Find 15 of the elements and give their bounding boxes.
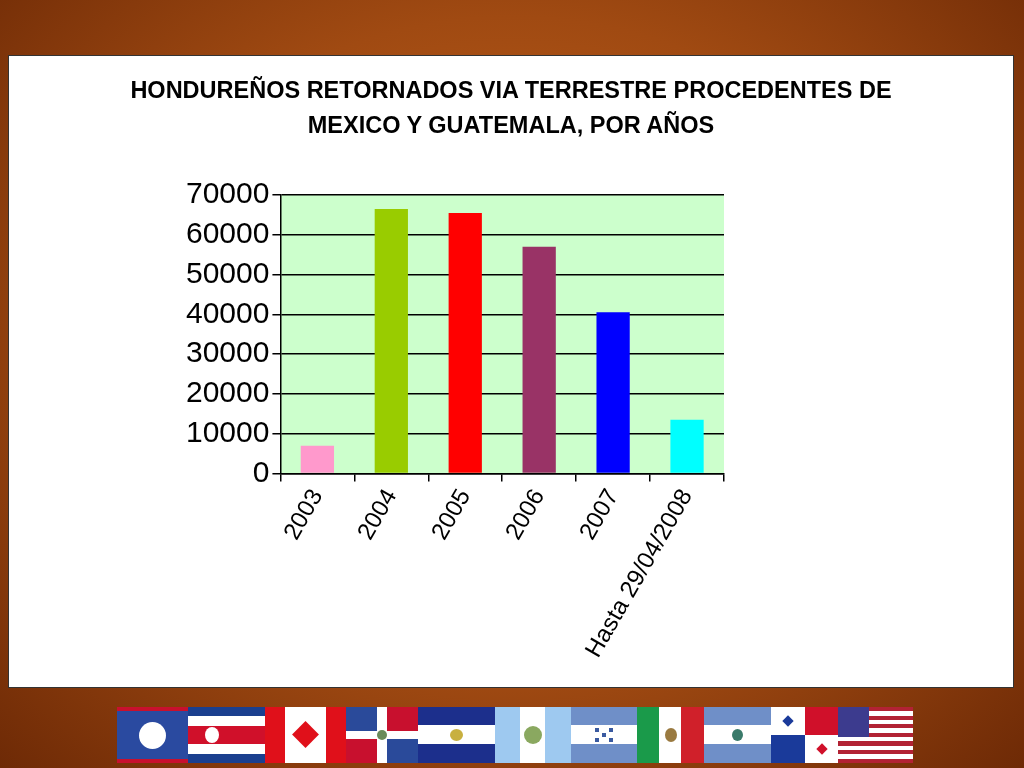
bar bbox=[300, 445, 335, 473]
y-tick-label: 60000 bbox=[185, 216, 270, 250]
bar bbox=[596, 312, 630, 473]
y-tick-label: 10000 bbox=[185, 414, 270, 448]
y-tick-label: 50000 bbox=[185, 255, 270, 289]
y-tick-label: 20000 bbox=[185, 375, 270, 409]
bar bbox=[522, 246, 556, 473]
bar bbox=[448, 212, 482, 473]
bar bbox=[374, 208, 408, 473]
y-tick-label: 70000 bbox=[185, 176, 270, 210]
chart-title: HONDUREÑOS RETORNADOS VIA TERRESTRE PROCEDENTES DE MEXICO Y GUATEMALA, POR AÑOS bbox=[129, 75, 893, 140]
y-tick-label: 0 bbox=[252, 454, 270, 488]
bar bbox=[670, 419, 704, 473]
y-tick-label: 30000 bbox=[185, 335, 270, 369]
y-tick-label: 40000 bbox=[185, 295, 270, 329]
